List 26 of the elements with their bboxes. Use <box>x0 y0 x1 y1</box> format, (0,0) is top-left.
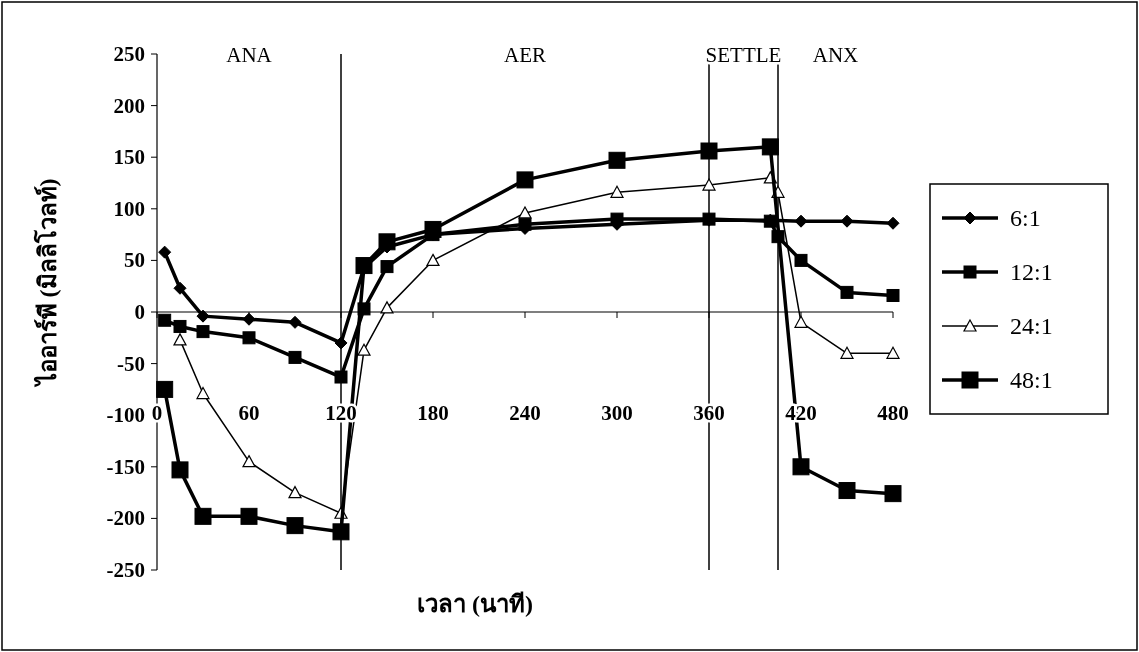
y-tick-label: -100 <box>106 403 145 428</box>
y-axis-title: ไออาร์พี (มิลลิโวลท์) <box>33 178 61 389</box>
x-tick-label: 300 <box>601 401 633 425</box>
y-tick-label: -250 <box>106 558 145 582</box>
y-tick-label: 250 <box>113 42 145 66</box>
annotation: ANX <box>812 43 859 67</box>
x-axis-title: เวลา (นาที) <box>417 591 533 617</box>
y-tick-label: 100 <box>113 196 145 221</box>
legend-label: 48:1 <box>1010 367 1053 393</box>
y-tick-label: -200 <box>106 506 145 531</box>
legend-label: 24:1 <box>1010 313 1053 339</box>
annotation: ANA <box>226 43 273 67</box>
y-tick-label: 0 <box>134 300 145 324</box>
x-tick-label: 180 <box>417 401 449 425</box>
legend-label: 6:1 <box>1010 205 1041 231</box>
y-tick-label: 200 <box>113 93 145 118</box>
x-tick-label: 240 <box>509 401 541 425</box>
x-tick-label: 60 <box>238 401 260 425</box>
y-tick-label: -150 <box>106 454 145 479</box>
x-tick-label: 480 <box>877 401 909 425</box>
legend-label: 12:1 <box>1010 259 1053 285</box>
y-tick-label: 50 <box>124 248 145 273</box>
y-tick-label: -50 <box>117 351 145 376</box>
annotation: AER <box>504 43 546 67</box>
annotation: SETTLE <box>705 43 782 67</box>
y-tick-label: 150 <box>113 145 145 170</box>
